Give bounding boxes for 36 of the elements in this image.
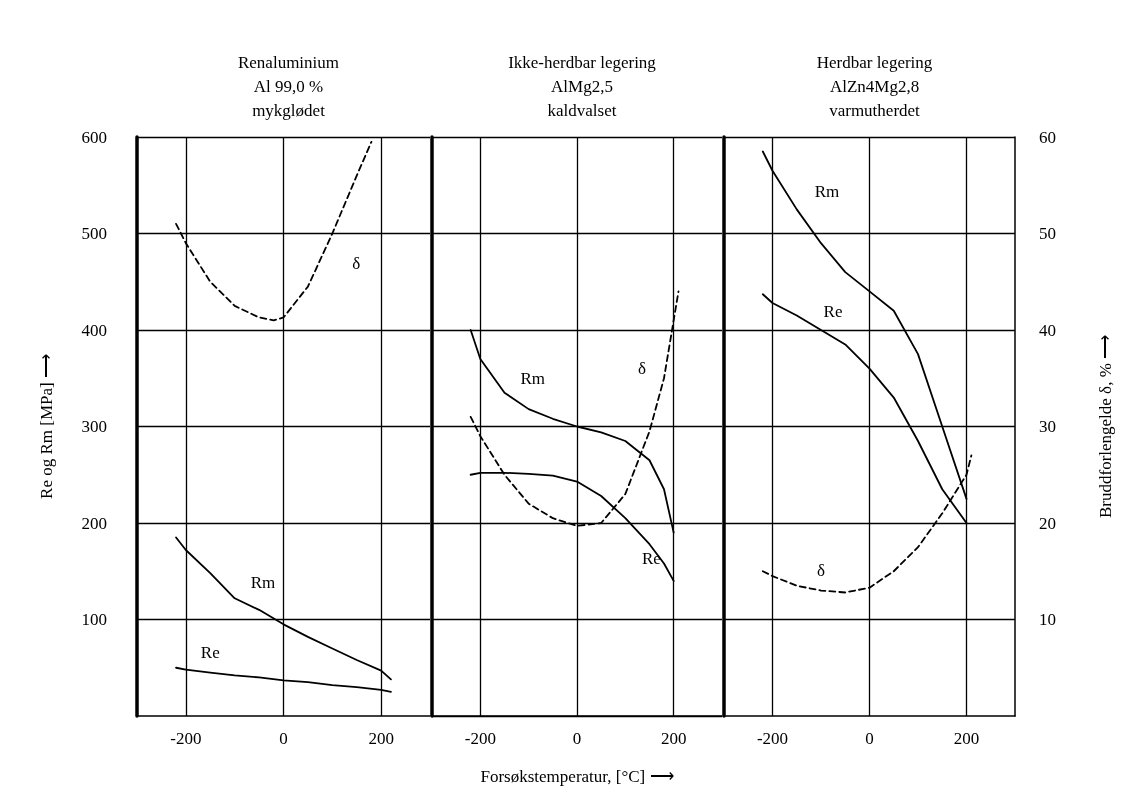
y-tick-label: 600 <box>81 127 107 147</box>
series-label: δ <box>637 358 646 378</box>
x-tick-label: -200 <box>170 729 202 748</box>
chart-title: Herdbar legering AlZn4Mg2,8 varmutherdet <box>816 52 933 120</box>
series-label: Rm <box>520 369 546 389</box>
x-tick-label: 200 <box>953 729 980 748</box>
x-tick-label: 200 <box>660 729 687 748</box>
y2-tick-label: 50 <box>1039 224 1056 243</box>
series-label: Re <box>641 549 661 569</box>
x-tick-label: 200 <box>368 729 394 748</box>
series-label: Re <box>200 642 220 662</box>
y-axis-title: Re og Rm [MPa] ⟶ <box>37 354 56 499</box>
y2-axis-title: Bruddforlengelde δ, % ⟶ <box>1096 334 1115 519</box>
series-label: δ <box>352 254 361 273</box>
x-tick-label: -200 <box>464 729 496 748</box>
x-tick-label: -200 <box>756 729 789 748</box>
y2-tick-label: 20 <box>1039 513 1056 533</box>
y-tick-label: 300 <box>81 417 107 436</box>
series-label: Rm <box>814 181 840 201</box>
y-tick-label: 400 <box>81 320 107 340</box>
x-tick-label: 0 <box>279 729 288 748</box>
y-tick-label: 500 <box>81 224 107 243</box>
series-label: δ <box>816 560 826 580</box>
y2-tick-label: 40 <box>1039 320 1056 340</box>
y-tick-label: 100 <box>81 610 107 629</box>
series-label: Rm <box>250 572 276 592</box>
series-label: Re <box>823 302 843 321</box>
y2-tick-label: 60 <box>1039 127 1056 147</box>
y-tick-label: 200 <box>81 513 107 533</box>
x-axis-title: Forsøkstemperatur, [°C] ⟶ <box>480 767 674 786</box>
chart-title: Ikke-herdbar legering AlMg2,5 kaldvalset <box>508 52 657 120</box>
y2-tick-label: 30 <box>1039 417 1056 436</box>
y2-tick-label: 10 <box>1039 610 1056 629</box>
chart-title: Renaluminium Al 99,0 % mykglødet <box>237 52 340 120</box>
x-tick-label: 0 <box>865 729 874 748</box>
x-tick-label: 0 <box>572 729 582 748</box>
